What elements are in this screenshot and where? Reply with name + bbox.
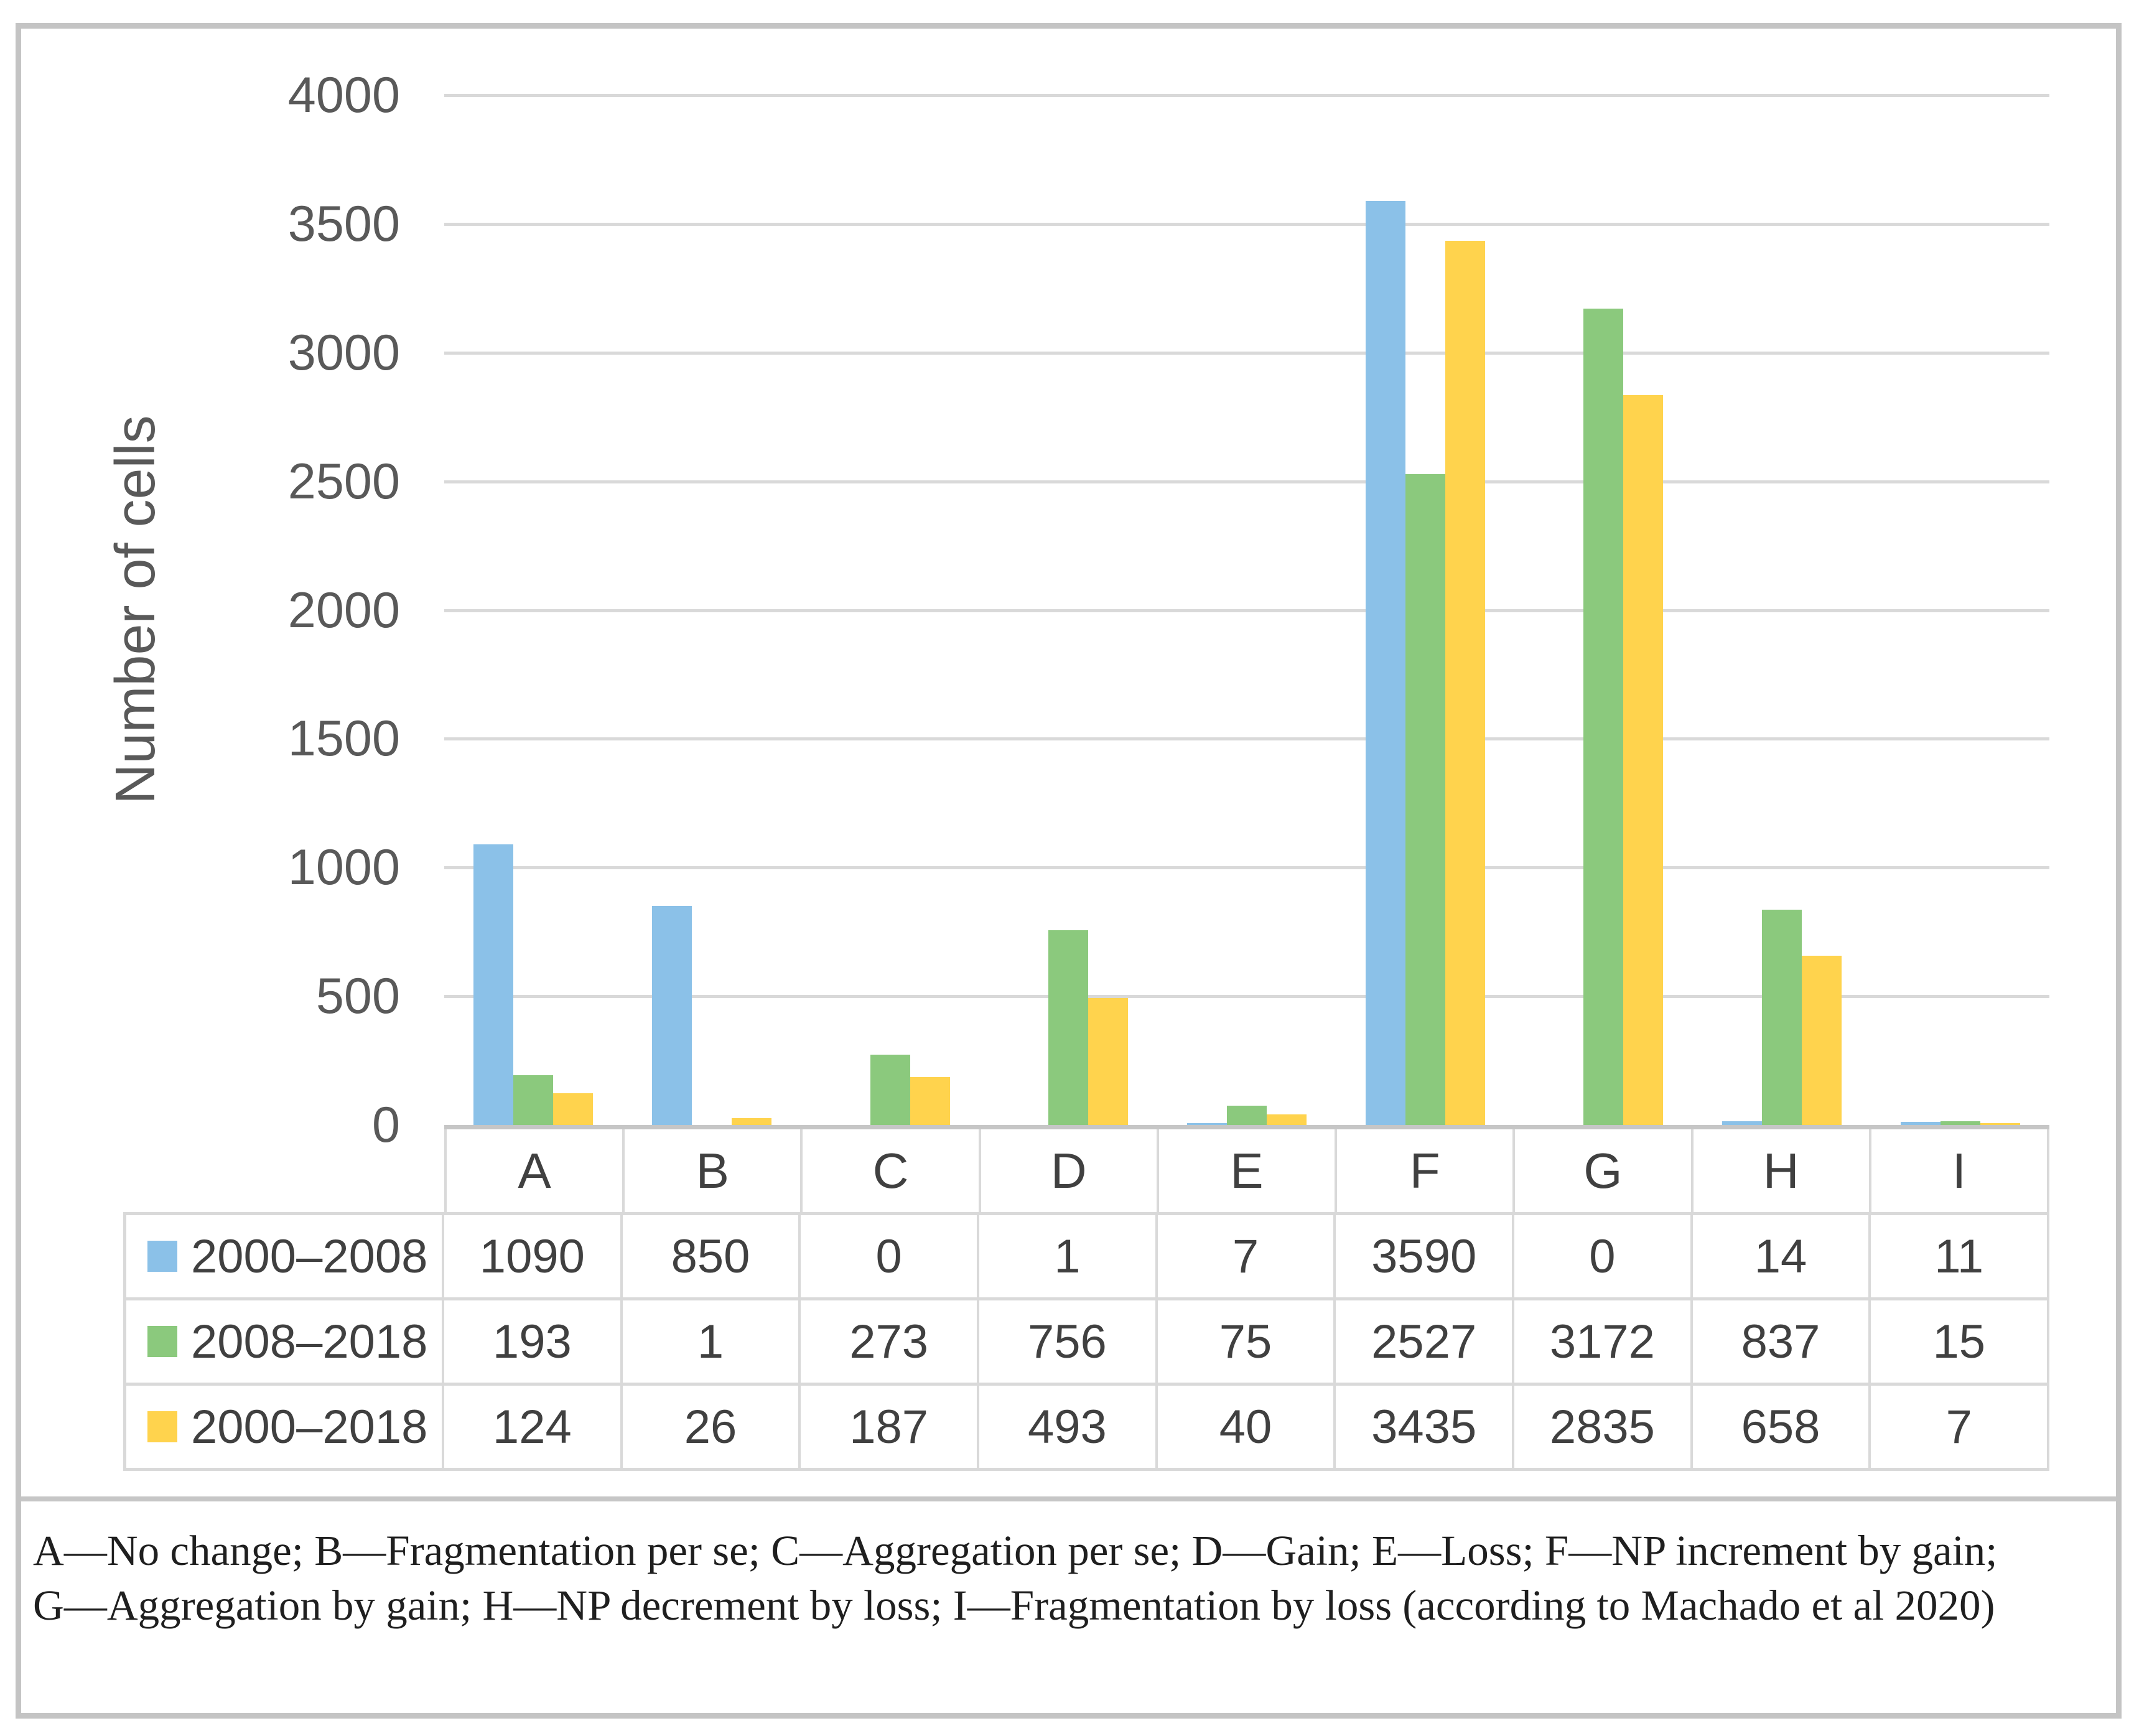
value-cell-A: 124: [444, 1386, 623, 1468]
value-cell-D: 1: [979, 1215, 1158, 1297]
legend-cell: 2008–2018: [123, 1300, 444, 1383]
legend-label: 2000–2008: [191, 1230, 428, 1283]
y-tick-label: 0: [371, 1097, 400, 1153]
bar-I-2000–2018: [1980, 1123, 2020, 1125]
value-cell-A: 193: [444, 1300, 623, 1383]
gridline: [444, 222, 2049, 226]
category-header-H: H: [1694, 1129, 1871, 1212]
y-tick-label: 500: [315, 968, 400, 1025]
value-cell-G: 0: [1514, 1215, 1693, 1297]
bar-A-2000–2008: [473, 844, 514, 1125]
bar-D-2008–2018: [1048, 930, 1089, 1125]
value-cell-E: 40: [1158, 1386, 1336, 1468]
category-header-D: D: [981, 1129, 1159, 1212]
bar-H-2000–2018: [1802, 955, 1842, 1125]
value-cell-H: 14: [1693, 1215, 1871, 1297]
value-cell-H: 658: [1693, 1386, 1871, 1468]
bar-A-2008–2018: [513, 1075, 554, 1125]
category-header-I: I: [1871, 1129, 2049, 1212]
gridline: [444, 737, 2049, 741]
value-cell-B: 26: [623, 1386, 801, 1468]
category-header-F: F: [1337, 1129, 1516, 1212]
legend-label: 2000–2018: [191, 1400, 428, 1454]
value-cell-B: 1: [623, 1300, 801, 1383]
table-row: 2000–2008 1090 850 0 1 7 3590 0 14 11: [123, 1215, 2050, 1300]
y-tick-label: 1500: [287, 711, 400, 767]
legend-cell: 2000–2008: [123, 1215, 444, 1297]
legend-swatch: [147, 1411, 177, 1442]
value-cell-D: 756: [979, 1300, 1158, 1383]
value-cell-D: 493: [979, 1386, 1158, 1468]
bar-E-2000–2008: [1187, 1123, 1227, 1125]
bar-F-2000–2008: [1365, 200, 1405, 1125]
value-cell-G: 2835: [1514, 1386, 1693, 1468]
bar-C-2000–2018: [910, 1076, 950, 1125]
bar-C-2008–2018: [870, 1055, 910, 1125]
caption-line: A—No change; B—Fragmentation per se; C—A…: [33, 1527, 1998, 1574]
gridline: [444, 995, 2049, 999]
bar-A-2000–2018: [553, 1093, 594, 1125]
category-header-G: G: [1515, 1129, 1694, 1212]
bar-D-2000–2018: [1088, 998, 1129, 1125]
bar-I-2008–2018: [1940, 1121, 1980, 1125]
value-cell-G: 3172: [1514, 1300, 1693, 1383]
value-cell-F: 3435: [1336, 1386, 1515, 1468]
value-cell-I: 7: [1871, 1386, 2050, 1468]
value-cell-E: 75: [1158, 1300, 1336, 1383]
bar-F-2000–2018: [1445, 240, 1485, 1125]
value-cell-C: 273: [801, 1300, 980, 1383]
category-header-C: C: [803, 1129, 981, 1212]
legend-label: 2008–2018: [191, 1315, 428, 1368]
y-tick-label: 4000: [287, 67, 400, 123]
y-axis-title: Number of cells: [105, 415, 167, 805]
gridline: [444, 866, 2049, 870]
table-row: 2008–2018 193 1 273 756 75 2527 3172 837 15: [123, 1300, 2050, 1386]
category-header-B: B: [625, 1129, 803, 1212]
bar-H-2008–2018: [1762, 909, 1802, 1125]
value-cell-C: 0: [801, 1215, 980, 1297]
bar-G-2008–2018: [1583, 308, 1624, 1125]
gridline: [444, 351, 2049, 355]
category-header-E: E: [1159, 1129, 1338, 1212]
value-cell-F: 3590: [1336, 1215, 1515, 1297]
y-tick-label: 1000: [287, 839, 400, 896]
legend-swatch: [147, 1241, 177, 1272]
gridline: [444, 480, 2049, 483]
bar-I-2000–2008: [1900, 1122, 1941, 1125]
legend-cell: 2000–2018: [123, 1386, 444, 1468]
bar-E-2000–2018: [1267, 1114, 1307, 1125]
bar-G-2000–2018: [1623, 395, 1664, 1125]
value-cell-I: 11: [1871, 1215, 2050, 1297]
value-cell-B: 850: [623, 1215, 801, 1297]
y-tick-label: 3500: [287, 195, 400, 252]
data-table: 2000–2008 1090 850 0 1 7 3590 0 14 11 2008–2018 193…: [123, 1212, 2050, 1471]
category-header-A: A: [444, 1129, 625, 1212]
value-cell-E: 7: [1158, 1215, 1336, 1297]
plot-area: [444, 94, 2049, 1125]
gridline: [444, 94, 2049, 97]
bar-H-2000–2008: [1722, 1121, 1762, 1125]
legend-swatch: [147, 1326, 177, 1357]
value-cell-F: 2527: [1336, 1300, 1515, 1383]
y-tick-label: 2000: [287, 582, 400, 638]
y-axis-tick-labels: 0 500 1000 1500 2000 2500 3000 3500 4000: [174, 0, 400, 1220]
table-row: 2000–2018 124 26 187 493 40 3435 2835 658 7: [123, 1386, 2050, 1471]
value-cell-A: 1090: [444, 1215, 623, 1297]
value-cell-H: 837: [1693, 1300, 1871, 1383]
bar-E-2008–2018: [1227, 1105, 1267, 1125]
y-tick-label: 3000: [287, 324, 400, 381]
bar-B-2000–2018: [732, 1118, 771, 1125]
caption: A—No change; B—Fragmentation per se; C—A…: [33, 1523, 2111, 1633]
caption-line: G—Aggregation by gain; H—NP decrement by…: [33, 1582, 1995, 1629]
gridline: [444, 609, 2049, 612]
bar-F-2008–2018: [1405, 474, 1445, 1125]
bar-B-2000–2008: [652, 906, 692, 1125]
y-tick-label: 2500: [287, 453, 400, 510]
value-cell-C: 187: [801, 1386, 980, 1468]
section-divider: [21, 1496, 2116, 1501]
value-cell-I: 15: [1871, 1300, 2050, 1383]
